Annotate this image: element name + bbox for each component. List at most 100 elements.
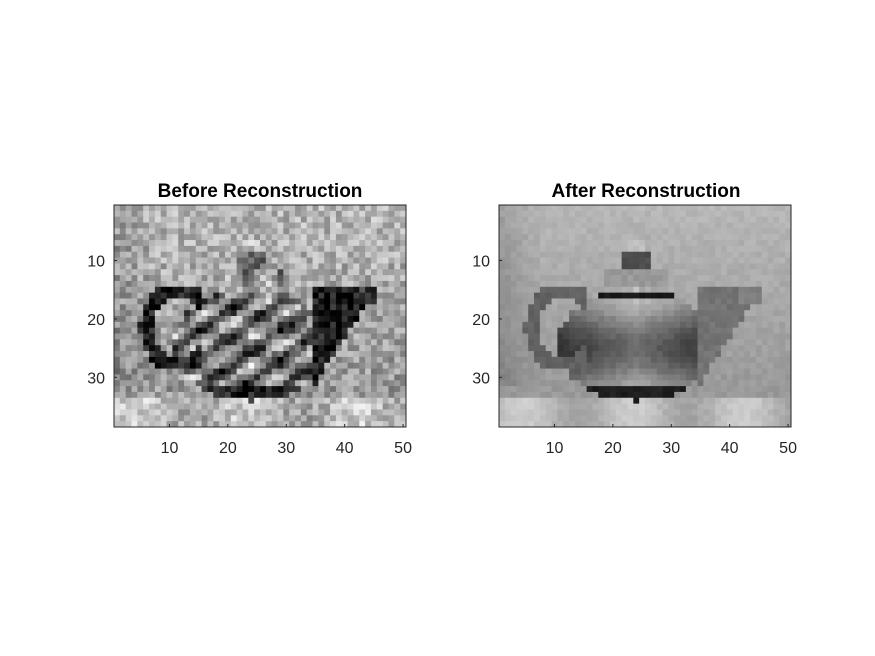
image-pixel: [260, 304, 267, 311]
image-pixel: [685, 298, 693, 305]
image-pixel: [125, 257, 133, 264]
image-pixel: [324, 327, 331, 335]
image-pixel: [213, 403, 220, 410]
image-pixel: [394, 251, 401, 259]
image-pixel: [289, 263, 296, 270]
image-pixel: [335, 222, 343, 229]
image-pixel: [388, 245, 395, 253]
image-pixel: [400, 362, 407, 370]
image-pixel: [207, 292, 214, 299]
image-pixel: [189, 421, 197, 428]
image-pixel: [207, 421, 214, 428]
image-pixel: [697, 356, 704, 364]
image-pixel: [353, 280, 360, 288]
image-pixel: [627, 386, 634, 393]
image-pixel: [143, 386, 150, 393]
image-pixel: [388, 356, 395, 364]
image-pixel: [172, 257, 179, 264]
image-pixel: [715, 275, 722, 282]
image-pixel: [265, 263, 273, 270]
image-pixel: [773, 298, 780, 305]
image-pixel: [779, 380, 786, 387]
image-pixel: [125, 304, 133, 311]
image-pixel: [557, 205, 564, 212]
image-pixel: [715, 327, 722, 335]
image-pixel: [750, 397, 757, 405]
image-pixel: [283, 216, 290, 224]
image-pixel: [149, 327, 156, 335]
image-pixel: [213, 228, 220, 235]
image-pixel: [551, 380, 558, 387]
image-pixel: [551, 257, 558, 264]
image-pixel: [574, 257, 582, 264]
image-pixel: [703, 234, 710, 241]
image-pixel: [715, 397, 722, 405]
image-pixel: [376, 391, 384, 399]
image-pixel: [149, 251, 156, 259]
image-pixel: [388, 304, 395, 311]
image-pixel: [295, 391, 302, 399]
image-pixel: [347, 403, 354, 410]
image-pixel: [347, 228, 354, 235]
image-pixel: [755, 275, 763, 282]
image-pixel: [668, 216, 675, 224]
image-pixel: [528, 403, 535, 410]
image-pixel: [195, 391, 203, 399]
image-pixel: [691, 374, 699, 381]
image-pixel: [697, 251, 704, 259]
image-pixel: [172, 380, 179, 387]
image-pixel: [195, 292, 203, 299]
image-pixel: [709, 351, 716, 358]
image-pixel: [318, 216, 325, 224]
image-pixel: [376, 240, 384, 247]
image-pixel: [691, 310, 699, 317]
image-pixel: [230, 280, 238, 288]
image-pixel: [750, 205, 757, 212]
image-pixel: [545, 397, 553, 405]
image-pixel: [691, 397, 699, 405]
image-pixel: [330, 280, 337, 288]
image-pixel: [382, 245, 389, 253]
image-pixel: [499, 415, 506, 422]
image-pixel: [650, 304, 658, 311]
image-pixel: [674, 210, 681, 218]
image-pixel: [365, 362, 372, 370]
image-pixel: [557, 380, 564, 387]
image-pixel: [522, 269, 529, 276]
image-pixel: [773, 333, 780, 340]
image-pixel: [172, 391, 179, 399]
image-pixel: [691, 286, 699, 294]
image-pixel: [650, 275, 658, 282]
image-pixel: [499, 391, 506, 399]
image-pixel: [388, 321, 395, 329]
image-pixel: [750, 222, 757, 229]
image-pixel: [306, 222, 314, 229]
image-pixel: [785, 409, 792, 416]
image-pixel: [662, 391, 669, 399]
image-pixel: [376, 286, 384, 294]
image-pixel: [178, 374, 185, 381]
image-pixel: [720, 368, 728, 375]
image-pixel: [755, 321, 763, 329]
image-pixel: [534, 234, 541, 241]
image-pixel: [779, 269, 786, 276]
image-pixel: [720, 298, 728, 305]
image-pixel: [779, 216, 786, 224]
image-pixel: [627, 397, 634, 405]
image-pixel: [592, 275, 599, 282]
image-pixel: [125, 269, 133, 276]
image-pixel: [633, 333, 640, 340]
image-pixel: [335, 234, 343, 241]
image-pixel: [300, 292, 308, 299]
image-pixel: [761, 222, 769, 229]
image-pixel: [330, 339, 337, 346]
image-pixel: [580, 275, 588, 282]
image-pixel: [248, 310, 255, 317]
image-pixel: [680, 263, 687, 270]
image-pixel: [312, 339, 319, 346]
image-pixel: [236, 257, 243, 264]
image-pixel: [318, 251, 325, 259]
image-pixel: [668, 269, 675, 276]
image-pixel: [609, 386, 617, 393]
image-pixel: [615, 345, 623, 352]
